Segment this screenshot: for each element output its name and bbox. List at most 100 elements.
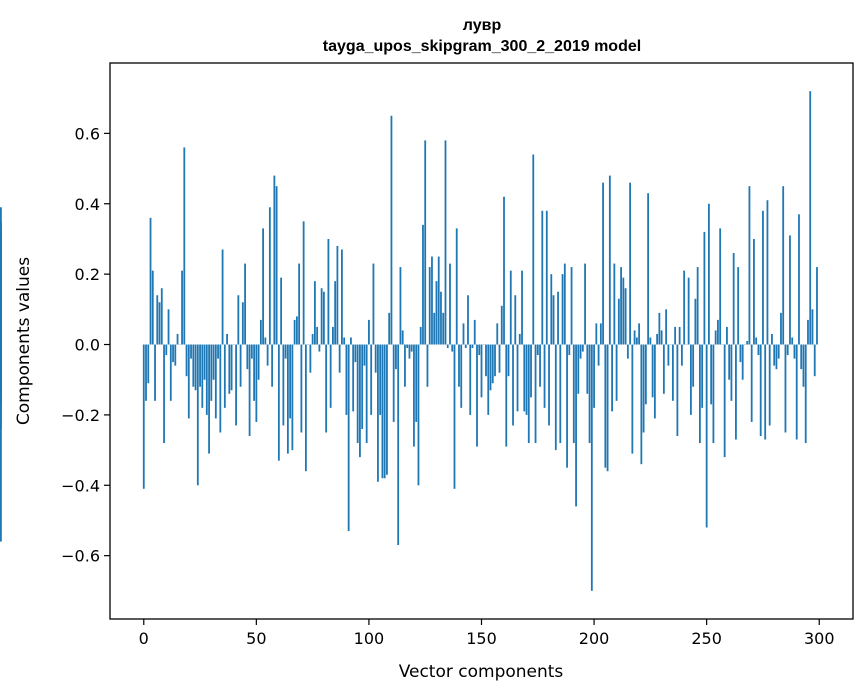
bar-297	[811, 309, 814, 345]
bar-89	[343, 337, 346, 345]
chart-title: лувр	[463, 17, 502, 34]
bar-145	[469, 344, 472, 415]
bar-55	[266, 344, 269, 366]
bar-60	[277, 344, 280, 461]
bar-115	[401, 330, 404, 345]
bar-299	[816, 267, 818, 345]
bar-26	[201, 344, 204, 408]
bar-27	[203, 344, 206, 380]
bar-189	[568, 344, 571, 356]
bar-10	[165, 344, 168, 356]
bar-12	[169, 344, 172, 401]
bar-25	[199, 344, 201, 387]
bar-101	[370, 344, 373, 415]
bar-169	[523, 344, 526, 412]
bar-230	[660, 330, 663, 345]
bar-213	[622, 277, 625, 345]
bar-176	[539, 344, 541, 387]
bar-287	[789, 235, 791, 345]
bar-103	[374, 344, 377, 373]
y-tick-label: 0.4	[75, 195, 100, 214]
bar-156	[494, 344, 496, 377]
bar-143	[464, 344, 467, 349]
bar-undefined	[0, 224, 2, 345]
bar-24	[196, 344, 199, 486]
bar-146	[471, 344, 474, 349]
bar-64	[286, 344, 289, 454]
bar-187	[563, 263, 566, 345]
bar-232	[665, 309, 668, 345]
bar-43	[239, 344, 242, 387]
bar-162	[507, 344, 510, 377]
bar-258	[723, 344, 726, 458]
bar-211	[617, 298, 620, 345]
bar-51	[257, 344, 260, 380]
bar-135	[446, 344, 449, 349]
bar-63	[284, 344, 287, 359]
bar-3	[149, 217, 152, 345]
bar-86	[336, 245, 339, 345]
bar-142	[462, 323, 465, 345]
bar-225	[649, 337, 652, 345]
bar-200	[593, 344, 595, 408]
bar-152	[485, 344, 487, 377]
bar-59	[275, 186, 278, 345]
bar-265	[739, 344, 742, 363]
bar-109	[388, 312, 391, 345]
bar-273	[757, 344, 760, 356]
bar-203	[599, 323, 602, 345]
bar-295	[807, 319, 809, 345]
bar-108	[386, 344, 388, 475]
bar-48	[250, 344, 253, 359]
bar-70	[300, 344, 303, 433]
bar-272	[755, 337, 758, 345]
bar-155	[491, 344, 494, 384]
bar-210	[615, 344, 618, 401]
bar-23	[194, 344, 197, 391]
bar-14	[174, 344, 177, 366]
bar-140	[458, 344, 460, 387]
bar-45	[244, 263, 246, 345]
bar-18	[183, 147, 186, 345]
bar-173	[532, 154, 535, 345]
bar-69	[298, 263, 301, 345]
x-tick-label: 250	[691, 629, 722, 648]
bar-248	[701, 344, 704, 408]
bar-220	[638, 323, 641, 345]
bar-227	[653, 344, 656, 419]
bar-222	[642, 344, 645, 433]
bar-190	[570, 267, 573, 345]
bar-261	[730, 344, 733, 401]
bar-288	[791, 337, 794, 345]
bar-182	[552, 295, 555, 345]
x-axis-ticks: 0 50 100 150 200 250 300	[139, 619, 835, 648]
bar-271	[753, 238, 755, 345]
bar-243	[689, 344, 692, 415]
bar-239	[680, 344, 683, 366]
bar-139	[455, 228, 458, 345]
bar-61	[280, 277, 283, 345]
bar-79	[320, 288, 323, 345]
bar-113	[397, 344, 400, 546]
bar-209	[613, 263, 616, 345]
bar-50	[255, 344, 258, 422]
bar-1	[145, 344, 147, 401]
bar-181	[550, 274, 553, 345]
bar-245	[694, 298, 697, 345]
bar-52	[259, 319, 262, 345]
bar-29	[208, 344, 210, 454]
bar-184	[557, 291, 559, 345]
bar-80	[322, 291, 325, 345]
bar-264	[737, 267, 740, 345]
bar-296	[809, 91, 812, 345]
bar-207	[608, 175, 611, 345]
y-tick-label: 0.0	[75, 336, 100, 355]
y-tick-label: −0.6	[61, 547, 100, 566]
bar-221	[640, 344, 643, 465]
bar-125	[424, 140, 427, 345]
bar-98	[363, 344, 366, 366]
bar-33	[217, 344, 219, 359]
bar-292	[800, 344, 803, 370]
bar-83	[329, 344, 332, 408]
bar-216	[629, 182, 631, 345]
